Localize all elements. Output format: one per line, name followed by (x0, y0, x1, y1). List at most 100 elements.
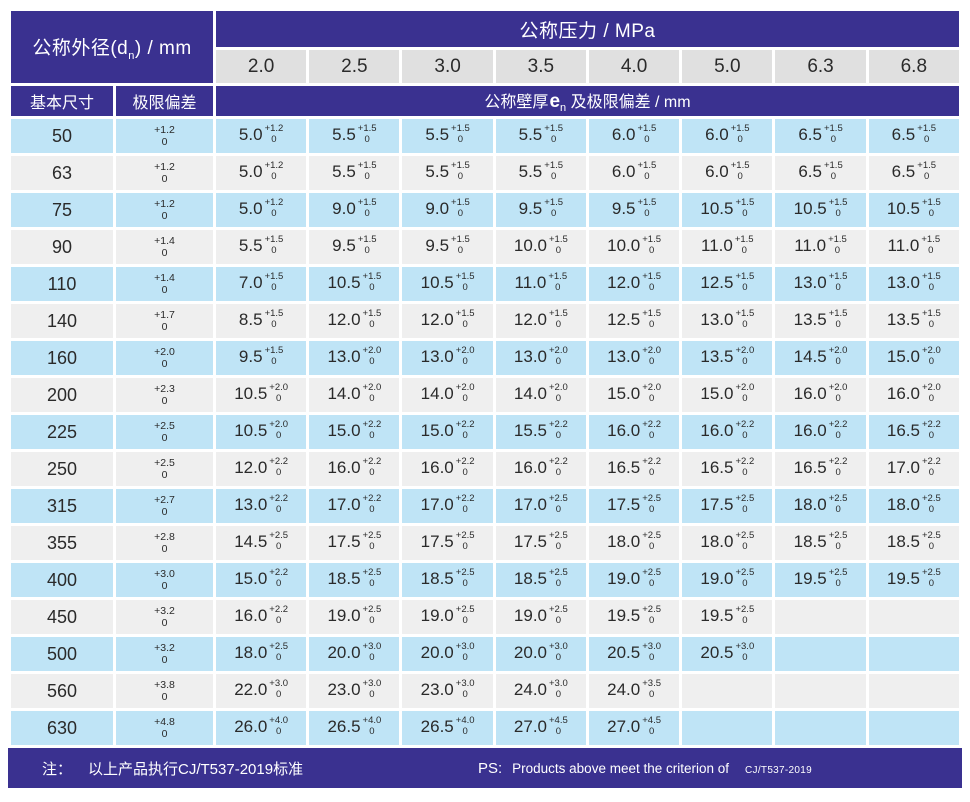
value-cell: 19.5 +2.5 0 (775, 563, 866, 597)
value-cell: 13.0 +2.0 0 (495, 341, 586, 375)
tolerance-plus: +1.5 (362, 308, 382, 320)
value-cell: 12.5 +1.5 0 (682, 267, 773, 301)
value-cell: 6.0 +1.5 0 (682, 156, 773, 190)
tolerance-plus: +1.2 (154, 123, 175, 136)
thickness-value: 9.5 (518, 199, 543, 219)
tolerance-zero: 0 (742, 504, 748, 515)
thickness-value: 16.0 (607, 421, 641, 441)
thickness-value: 26.5 (420, 717, 454, 737)
tolerance-stack: +2.0 0 (642, 345, 661, 368)
tolerance-plus: +2.5 (642, 530, 661, 542)
tolerance-plus: +1.5 (730, 160, 750, 172)
value-cell: 7.0 +1.5 0 (216, 267, 307, 301)
tolerance-plus: +1.5 (921, 197, 941, 209)
tolerance-stack: +2.0 0 (456, 345, 475, 368)
tolerance-zero: 0 (276, 689, 282, 700)
value-cell: 16.5 +2.2 0 (682, 452, 773, 486)
thickness-value: 19.0 (420, 606, 454, 626)
tolerance-plus: +4.0 (455, 715, 475, 727)
tolerance-plus: +2.0 (642, 382, 661, 394)
thickness-value: 17.5 (420, 532, 454, 552)
thickness-value: 17.5 (700, 495, 734, 515)
tolerance-zero: 0 (364, 245, 370, 256)
tolerance-plus: +1.5 (544, 197, 564, 209)
tolerance-stack: +1.5 0 (544, 160, 563, 183)
tolerance-plus: +3.0 (549, 641, 568, 653)
thickness-value: 16.5 (700, 458, 734, 478)
thickness-value: 15.0 (234, 569, 268, 589)
tolerance-zero: 0 (462, 356, 468, 367)
deviation-cell: +2.5 0 (116, 452, 214, 486)
tolerance-stack: +1.5 0 (456, 271, 475, 294)
tolerance-plus: +3.0 (362, 678, 382, 690)
value-cell: 24.0 +3.5 0 (588, 674, 680, 708)
tolerance-zero: 0 (835, 430, 841, 441)
tolerance-zero: 0 (555, 504, 562, 515)
tolerance-zero: 0 (369, 504, 375, 515)
thickness-value: 16.0 (420, 458, 454, 478)
tolerance-zero: 0 (555, 726, 562, 737)
tolerance-zero: 0 (834, 245, 841, 256)
tolerance-plus: +1.5 (264, 345, 284, 357)
value-cell: 20.0 +3.0 0 (495, 637, 586, 671)
tolerance-stack: +2.0 0 (269, 382, 288, 405)
thickness-value: 11.0 (887, 236, 920, 256)
tolerance-zero: 0 (369, 652, 375, 663)
tolerance-zero: 0 (276, 615, 282, 626)
tolerance-zero: 0 (369, 578, 375, 589)
value-cell: 18.0 +2.5 0 (216, 637, 307, 671)
value-cell (868, 637, 959, 671)
value-cell: 5.5 +1.5 0 (216, 230, 307, 264)
tolerance-zero: 0 (161, 469, 168, 481)
deviation-cell: +1.7 0 (116, 304, 214, 338)
tolerance-zero: 0 (644, 171, 650, 182)
tolerance-zero: 0 (161, 728, 168, 740)
tolerance-zero: 0 (369, 356, 375, 367)
tolerance-stack: +1.5 0 (358, 234, 377, 257)
tolerance-stack: +2.5 0 (549, 567, 568, 590)
table-row: 355 +2.8 0 14.5 +2.5 0 17.5 +2.5 0 17.5 +2.5 0 17.5 +… (11, 526, 959, 560)
value-cell (775, 711, 866, 745)
tolerance-stack: +2.5 0 (549, 493, 568, 516)
value-cell: 17.0 +2.2 0 (868, 452, 959, 486)
tolerance-stack: +1.5 0 (829, 271, 848, 294)
thickness-value: 16.0 (327, 458, 361, 478)
outer-diameter-label: 公称外径(d (32, 37, 129, 59)
value-cell: 17.5 +2.5 0 (682, 489, 773, 523)
tolerance-zero: 0 (648, 541, 655, 552)
tolerance-plus: +2.5 (735, 530, 755, 542)
table-row: 630 +4.8 0 26.0 +4.0 0 26.5 +4.0 0 26.5 +4.0 0 27.0 +… (11, 711, 959, 745)
tolerance-zero: 0 (835, 282, 841, 293)
tolerance-stack: +1.5 0 (451, 234, 470, 257)
tolerance-stack: +3.8 0 (154, 679, 175, 703)
tolerance-plus: +4.0 (269, 715, 289, 727)
tolerance-plus: +2.5 (455, 604, 475, 616)
tolerance-plus: +2.0 (921, 382, 941, 394)
tolerance-plus: +3.0 (735, 641, 755, 653)
value-cell: 20.5 +3.0 0 (588, 637, 680, 671)
thickness-value: 15.0 (420, 421, 454, 441)
tolerance-zero: 0 (742, 467, 748, 478)
tolerance-plus: +1.5 (264, 234, 284, 246)
tolerance-plus: +1.5 (828, 234, 847, 246)
tolerance-zero: 0 (648, 356, 655, 367)
tolerance-stack: +1.5 0 (731, 123, 750, 146)
value-cell: 17.5 +2.5 0 (495, 526, 586, 560)
thickness-value: 13.0 (234, 495, 268, 515)
ps-standard: CJ/T537-2019 (745, 764, 812, 776)
tolerance-stack: +3.0 0 (456, 641, 475, 664)
thickness-value: 16.0 (513, 458, 547, 478)
tolerance-plus: +1.5 (451, 197, 470, 209)
value-cell: 24.0 +3.0 0 (495, 674, 586, 708)
tolerance-zero: 0 (364, 134, 370, 145)
value-cell: 19.5 +2.5 0 (868, 563, 959, 597)
tolerance-zero: 0 (276, 504, 282, 515)
thickness-value: 13.0 (513, 347, 547, 367)
table-row: 450 +3.2 0 16.0 +2.2 0 19.0 +2.5 0 19.0 +2.5 0 19.0 +… (11, 600, 959, 634)
thickness-value: 19.5 (607, 606, 641, 626)
thickness-value: 15.0 (607, 384, 641, 404)
thickness-value: 18.0 (886, 495, 920, 515)
tolerance-stack: +1.5 0 (824, 123, 843, 146)
tolerance-zero: 0 (742, 541, 748, 552)
outer-diameter-unit: ) / mm (134, 37, 192, 59)
